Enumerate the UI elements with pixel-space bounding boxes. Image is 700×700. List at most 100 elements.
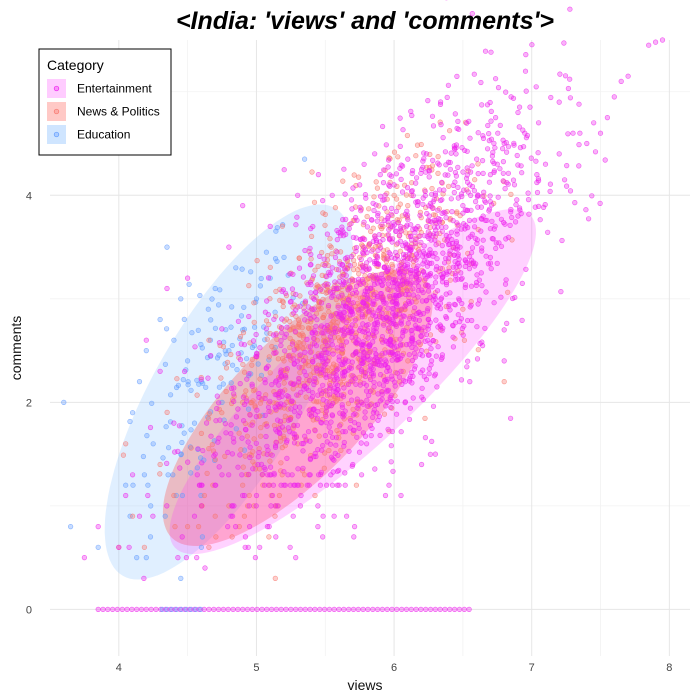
- point-news-politics: [171, 492, 177, 499]
- point-education: [188, 470, 194, 476]
- point-news-politics: [172, 523, 178, 530]
- point-entertainment: [311, 306, 317, 312]
- point-entertainment: [265, 447, 271, 453]
- point-entertainment: [325, 328, 331, 334]
- point-entertainment: [462, 284, 468, 291]
- point-entertainment: [478, 79, 484, 86]
- point-entertainment: [354, 434, 360, 440]
- point-entertainment: [256, 390, 262, 397]
- point-news-politics: [315, 263, 321, 270]
- point-news-politics: [326, 447, 332, 454]
- point-education: [272, 256, 279, 262]
- point-entertainment: [304, 336, 310, 343]
- point-news-politics: [273, 288, 279, 295]
- point-entertainment: [563, 183, 570, 189]
- point-entertainment: [419, 385, 425, 391]
- point-entertainment: [405, 320, 411, 326]
- point-entertainment: [394, 286, 400, 292]
- point-entertainment: [335, 304, 341, 310]
- point-entertainment: [291, 381, 297, 387]
- point-entertainment: [464, 165, 470, 171]
- point-entertainment: [442, 260, 448, 266]
- point-entertainment: [444, 94, 450, 100]
- point-entertainment: [455, 184, 461, 190]
- point-entertainment: [322, 339, 328, 345]
- point-entertainment: [317, 253, 323, 259]
- point-entertainment: [409, 380, 415, 386]
- point-entertainment: [240, 203, 246, 209]
- point-education: [281, 254, 287, 260]
- point-news-politics: [389, 261, 395, 267]
- point-entertainment: [373, 351, 379, 357]
- point-entertainment: [420, 253, 426, 259]
- point-entertainment: [216, 464, 222, 470]
- point-zero-comments: [452, 606, 458, 613]
- point-entertainment: [408, 274, 415, 280]
- point-entertainment: [341, 332, 347, 338]
- point-news-politics: [395, 154, 401, 160]
- point-entertainment: [339, 224, 345, 230]
- point-entertainment: [145, 492, 151, 499]
- point-education: [189, 330, 195, 336]
- point-entertainment: [502, 221, 508, 227]
- point-entertainment: [157, 368, 163, 374]
- point-entertainment: [400, 251, 407, 257]
- point-zero-comments: [211, 606, 217, 613]
- point-entertainment: [419, 353, 426, 359]
- point-entertainment: [445, 172, 451, 178]
- point-entertainment: [425, 283, 431, 289]
- point-news-politics: [279, 223, 286, 229]
- point-education: [130, 410, 136, 416]
- x-axis-label: views: [347, 677, 382, 693]
- point-entertainment: [435, 288, 441, 294]
- point-news-politics: [194, 392, 200, 398]
- y-tick-label: 2: [26, 397, 32, 409]
- point-entertainment: [369, 248, 375, 254]
- point-entertainment: [270, 482, 277, 488]
- point-entertainment: [175, 554, 181, 561]
- point-news-politics: [252, 387, 258, 393]
- point-entertainment: [410, 168, 416, 174]
- point-entertainment: [374, 295, 380, 301]
- point-entertainment: [426, 203, 432, 209]
- point-zero-comments: [235, 606, 241, 613]
- point-entertainment: [398, 306, 404, 312]
- point-entertainment: [414, 254, 420, 260]
- point-zero-comments: [461, 606, 467, 613]
- point-education: [258, 275, 264, 282]
- point-entertainment: [493, 240, 499, 246]
- point-entertainment: [348, 221, 354, 227]
- point-entertainment: [339, 343, 345, 349]
- point-entertainment: [230, 513, 236, 519]
- point-news-politics: [218, 375, 224, 381]
- point-news-politics: [157, 471, 163, 477]
- point-entertainment: [307, 315, 313, 322]
- point-entertainment: [266, 523, 272, 530]
- point-entertainment: [382, 192, 388, 198]
- point-education: [228, 380, 234, 386]
- point-entertainment: [419, 287, 425, 293]
- point-entertainment: [319, 300, 325, 306]
- point-entertainment: [364, 224, 371, 230]
- point-entertainment: [402, 240, 408, 246]
- point-entertainment: [323, 413, 329, 419]
- point-entertainment: [535, 150, 541, 156]
- point-entertainment: [354, 396, 360, 402]
- point-news-politics: [391, 192, 397, 198]
- point-news-politics: [440, 191, 446, 197]
- point-entertainment: [313, 289, 319, 295]
- point-entertainment: [253, 492, 260, 499]
- point-entertainment: [421, 258, 428, 264]
- point-entertainment: [413, 265, 420, 272]
- point-entertainment: [412, 305, 418, 311]
- point-entertainment: [350, 352, 356, 358]
- point-entertainment: [255, 454, 261, 460]
- point-entertainment: [347, 278, 353, 284]
- point-entertainment: [502, 281, 509, 287]
- point-entertainment: [392, 301, 399, 307]
- point-entertainment: [418, 370, 424, 376]
- point-entertainment: [474, 240, 480, 246]
- point-entertainment: [262, 377, 268, 383]
- point-entertainment: [523, 266, 529, 272]
- point-entertainment: [324, 439, 330, 445]
